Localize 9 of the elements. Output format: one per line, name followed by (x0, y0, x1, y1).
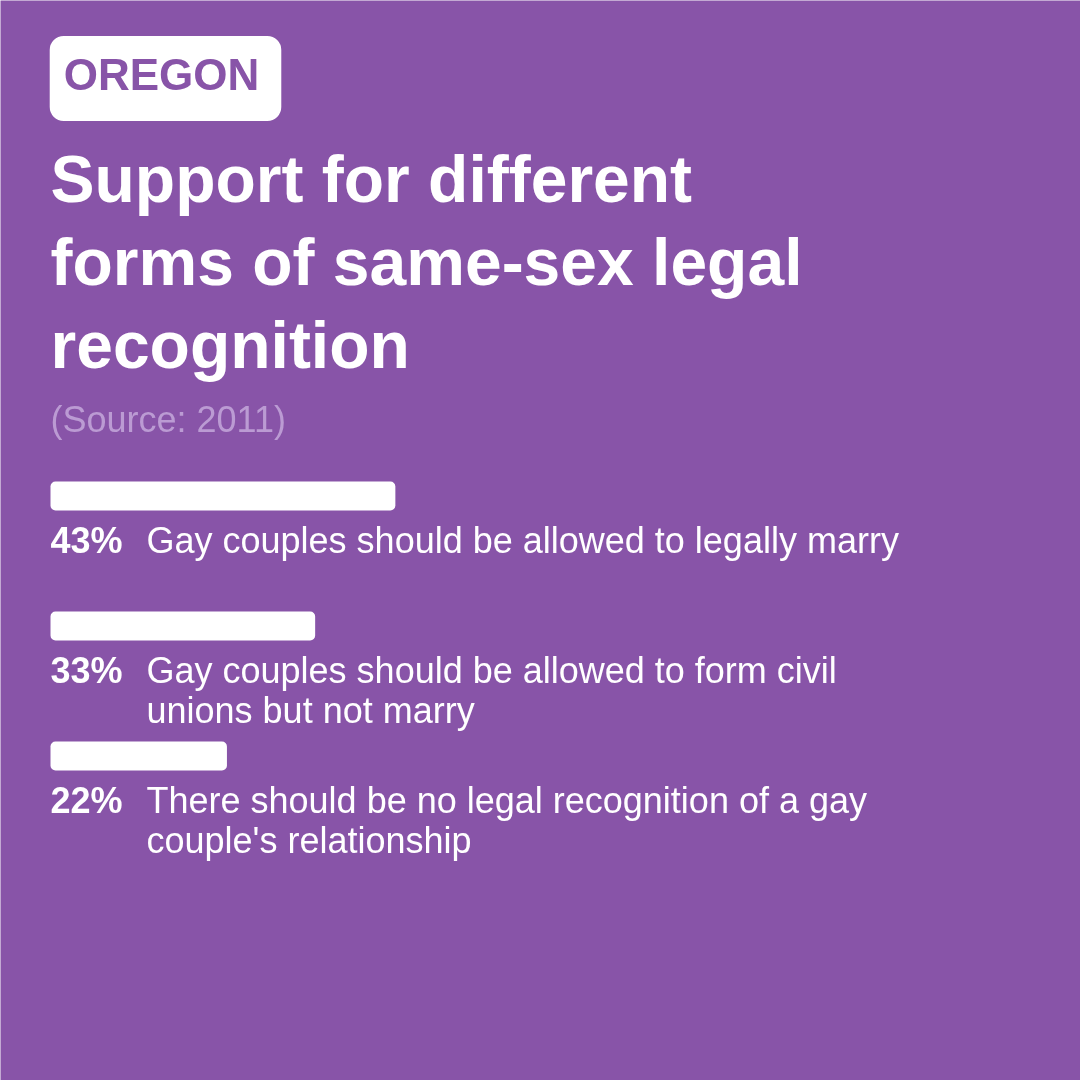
text: OREGON (63, 50, 260, 99)
text: (Source: 2011) (50, 399, 286, 440)
data-label: 33% (50, 650, 123, 691)
y-tick-label: Gay couples should be allowed to legally marry (146, 520, 899, 561)
data-label: 43% (50, 520, 123, 561)
data-label: 22% (50, 780, 123, 821)
y-tick-label: Gay couples should be allowed to form civil unions but not marry (146, 650, 837, 731)
chart-title: Support for different forms of same-sex legal recognition (50, 141, 803, 382)
y-tick-label: There should be no legal recognition of a gay couple's relationship (146, 780, 867, 861)
